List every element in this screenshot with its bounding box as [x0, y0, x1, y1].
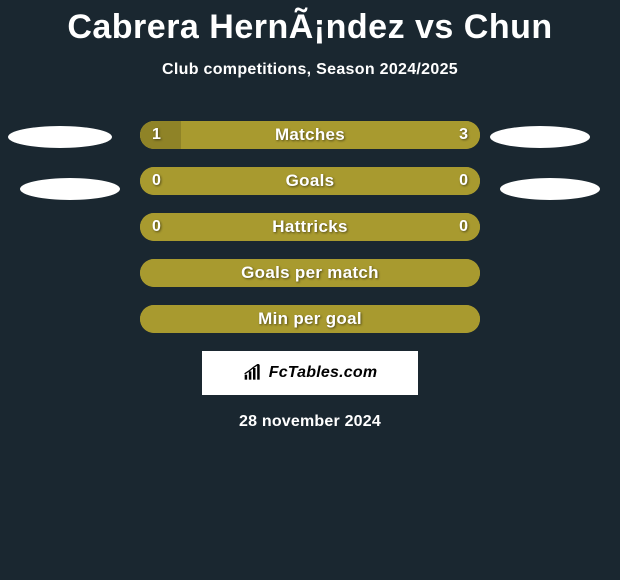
brand-chart-icon — [243, 364, 263, 382]
stat-value-right: 0 — [140, 213, 468, 241]
decorative-ellipse — [500, 178, 600, 200]
subtitle: Club competitions, Season 2024/2025 — [0, 61, 620, 79]
page-title: Cabrera HernÃ¡ndez vs Chun — [0, 0, 620, 47]
stat-label: Min per goal — [140, 305, 480, 333]
stat-row: Hattricks00 — [0, 213, 620, 241]
stat-value-right: 3 — [140, 121, 468, 149]
brand-text: FcTables.com — [269, 364, 378, 382]
stat-value-right: 0 — [140, 167, 468, 195]
decorative-ellipse — [20, 178, 120, 200]
stat-row: Goals per match — [0, 259, 620, 287]
date-label: 28 november 2024 — [0, 413, 620, 431]
decorative-ellipse — [490, 126, 590, 148]
stat-label: Goals per match — [140, 259, 480, 287]
decorative-ellipse — [8, 126, 112, 148]
stat-row: Min per goal — [0, 305, 620, 333]
brand-badge: FcTables.com — [202, 351, 418, 395]
comparison-chart: Matches13Goals00Hattricks00Goals per mat… — [0, 121, 620, 333]
